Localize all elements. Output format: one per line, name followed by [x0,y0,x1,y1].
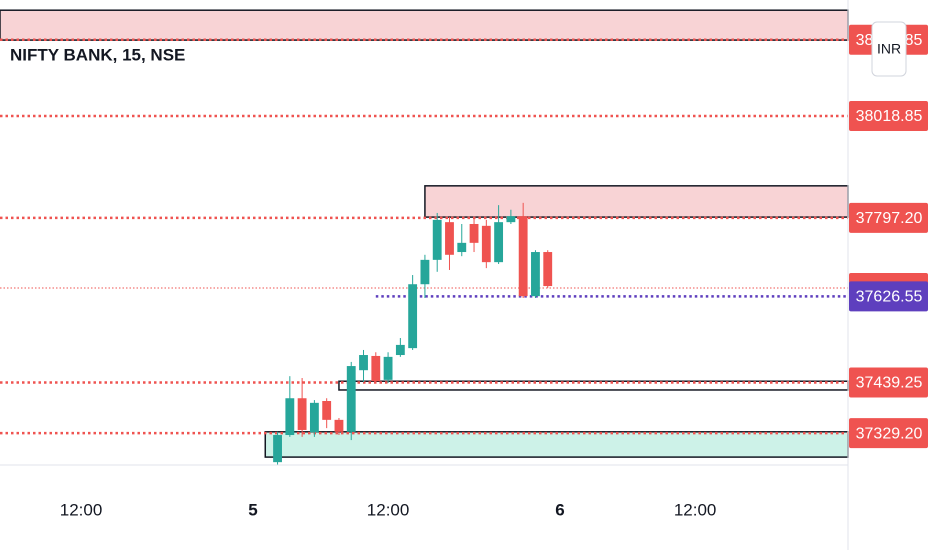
candle-body [309,402,319,433]
candle-body [420,259,430,285]
candle-body [518,216,528,297]
overlay: 12:00512:00612:0038184.8538018.8537797.2… [60,21,928,519]
candle-body [334,419,344,432]
x-tick-label: 12:00 [60,500,103,519]
candle-body [494,222,504,263]
price-label-box [849,418,928,449]
zone [264,431,849,458]
chart-title: NIFTY BANK, 15, NSE [10,45,185,64]
price-label: 37329.20 [856,425,923,442]
zone [0,9,849,41]
candle-body [481,225,491,263]
candle-body [469,223,479,243]
candle-body [371,355,381,382]
candle-body [457,242,467,253]
x-tick-label: 6 [555,500,564,519]
price-label-box [849,367,928,398]
candle-body [506,216,516,223]
candle-body [359,355,368,371]
candle-body [322,401,332,420]
price-label: 37439.25 [856,375,923,392]
candle-body [531,252,540,297]
zone [424,185,849,218]
candle-body [273,435,282,463]
price-label: 38018.85 [856,108,923,125]
price-label: 37797.20 [856,210,923,227]
x-tick-label: 12:00 [367,500,410,519]
x-tick-label: 12:00 [674,500,717,519]
candle-body [543,252,553,287]
price-label-box [849,202,928,233]
x-tick-label: 5 [248,500,257,519]
currency-button-label[interactable]: INR [877,41,901,57]
currency-button[interactable] [871,21,907,77]
candle-body [408,284,418,349]
candle-body [346,366,356,432]
candle-body [383,356,393,380]
candle-body [285,398,295,436]
candle-body [432,219,442,260]
price-label-box [849,101,928,132]
plot [0,9,849,465]
price-label-box [849,281,928,312]
price-label: 37626.55 [856,289,923,306]
candle-body [445,222,454,255]
candle-body [297,398,307,430]
candle-body [395,344,405,356]
